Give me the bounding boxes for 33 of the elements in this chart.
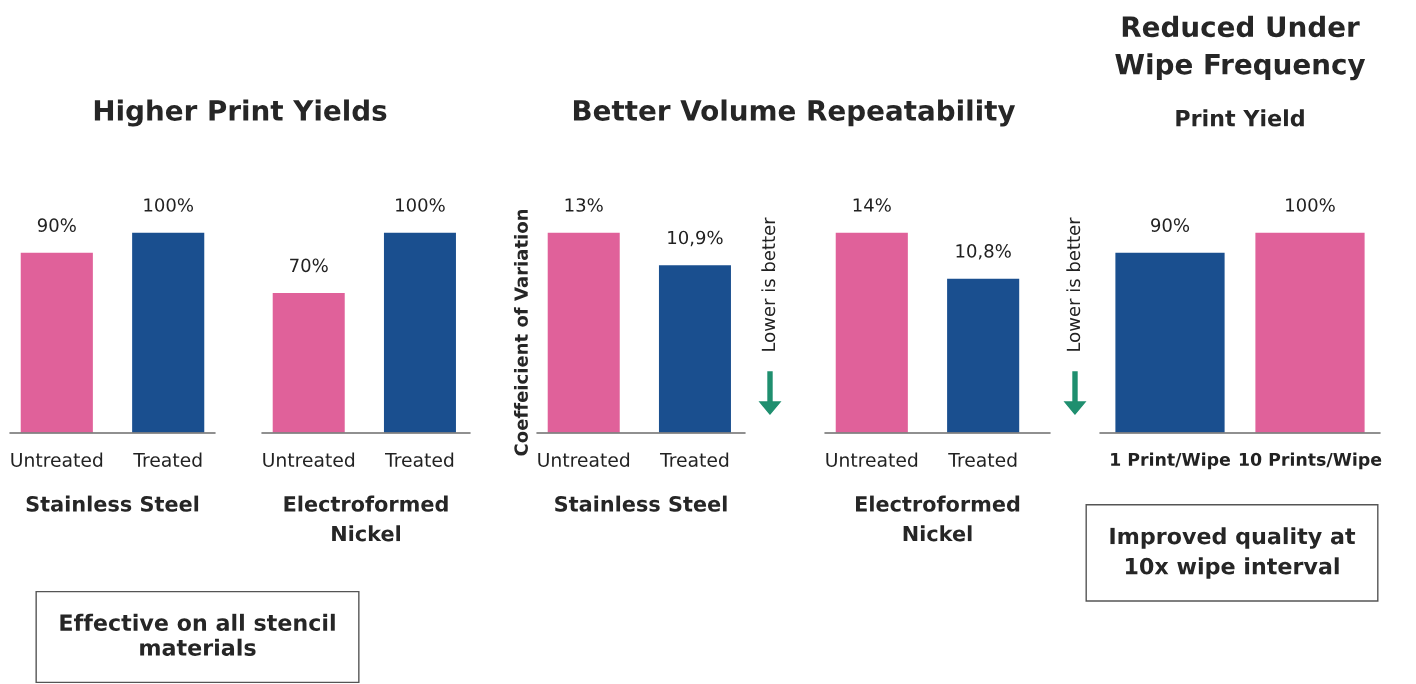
x-tick-label: 10 Prints/Wipe [1239, 452, 1382, 470]
text: Lower is better [1066, 217, 1081, 351]
chart-title: Better Volume Repeatability [573, 99, 1016, 127]
data-label: 70% [290, 258, 328, 273]
chart-title: Higher Print Yields [94, 99, 387, 127]
data-label: 100% [1286, 198, 1335, 212]
data-label: 10,9% [668, 230, 723, 247]
data-label: 10,8% [956, 244, 1011, 260]
x-tick-label: Treated [133, 452, 202, 467]
x-tick-label: Treated [948, 452, 1017, 467]
data-label: 90% [1151, 218, 1190, 232]
data-label: 100% [144, 198, 194, 212]
x-tick-label: Treated [385, 452, 454, 467]
x-axis-title: Stainless Steel [26, 495, 199, 512]
x-tick-label: Untreated [11, 452, 103, 467]
data-label: 13% [565, 198, 603, 212]
y-axis-title: Coeffeicient of Variation [513, 209, 528, 456]
x-tick-label: Untreated [263, 452, 355, 467]
chart-title: Reduced Under Wipe Frequency [1115, 15, 1366, 81]
x-tick-label: 1 Print/Wipe [1111, 452, 1230, 470]
x-axis-title: Electroformed Nickel [284, 495, 448, 542]
x-tick-label: Untreated [826, 452, 918, 467]
text: Effective on all stencil materials [60, 613, 335, 656]
data-label: 100% [396, 198, 445, 212]
text: Improved quality at 10x wipe interval [1110, 527, 1356, 579]
data-label: 14% [853, 198, 891, 212]
chart-subtitle: Print Yield [1176, 109, 1304, 127]
x-axis-title: Electroformed Nickel [856, 495, 1020, 542]
data-label: 90% [37, 218, 76, 232]
text: Lower is better [761, 217, 776, 351]
x-tick-label: Untreated [538, 452, 630, 467]
x-tick-label: Treated [660, 452, 729, 467]
x-axis-title: Stainless Steel [555, 495, 727, 512]
